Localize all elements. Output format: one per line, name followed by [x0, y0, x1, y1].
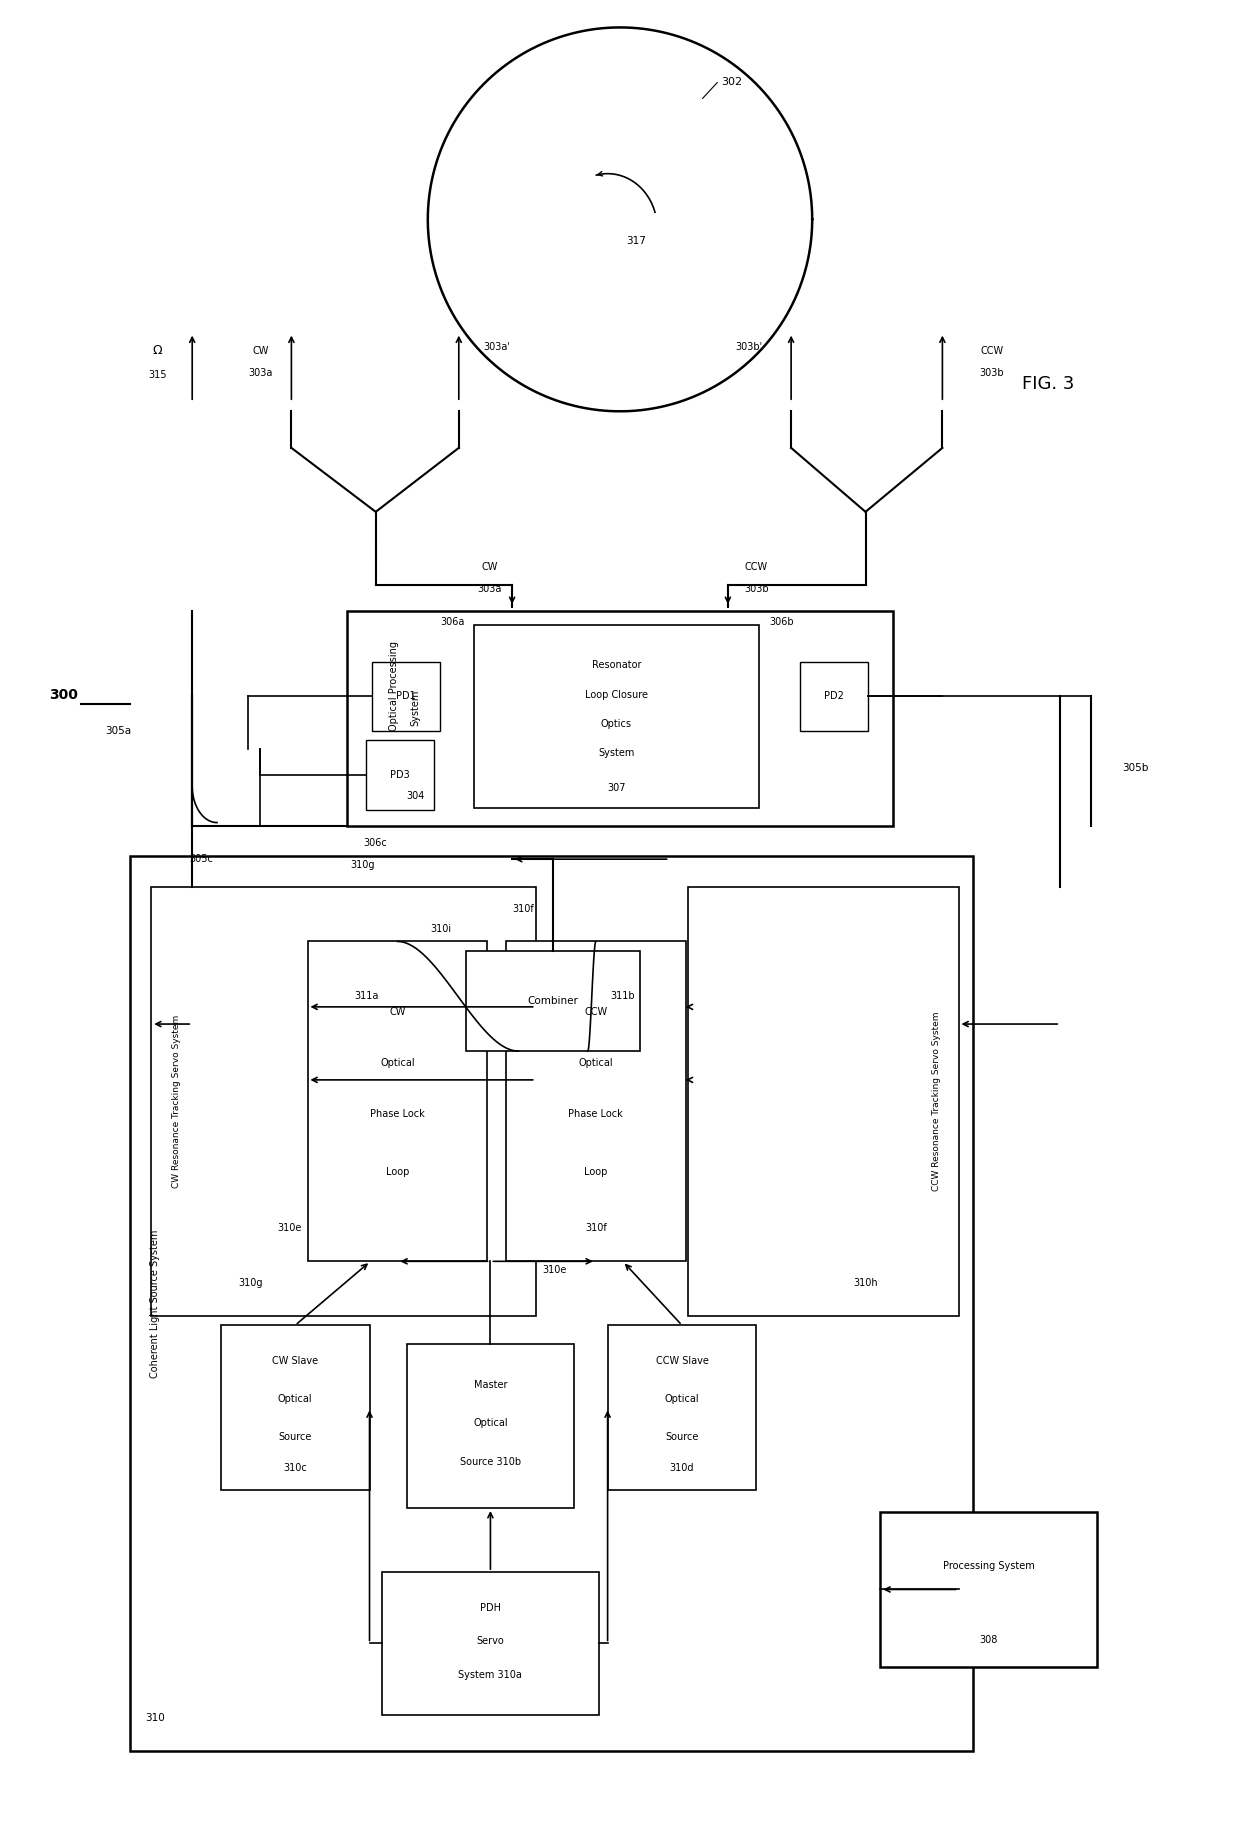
Text: 310: 310	[145, 1713, 165, 1724]
Text: Source: Source	[279, 1431, 311, 1442]
FancyBboxPatch shape	[474, 625, 759, 808]
FancyBboxPatch shape	[308, 941, 487, 1261]
Text: CW: CW	[389, 1007, 405, 1016]
Text: CW: CW	[481, 561, 498, 572]
Text: Optics: Optics	[600, 718, 631, 729]
Text: Optical: Optical	[665, 1395, 699, 1404]
Text: CW: CW	[252, 345, 269, 356]
Text: 306a: 306a	[440, 616, 465, 627]
Text: Master: Master	[474, 1380, 507, 1389]
FancyBboxPatch shape	[382, 1572, 599, 1715]
Text: Optical: Optical	[579, 1058, 613, 1068]
Text: 310f: 310f	[512, 903, 534, 914]
FancyBboxPatch shape	[688, 887, 959, 1316]
Text: CCW: CCW	[584, 1007, 608, 1016]
Text: Optical: Optical	[474, 1417, 507, 1428]
Text: Servo: Servo	[476, 1636, 505, 1645]
Text: 303a: 303a	[248, 367, 273, 378]
FancyBboxPatch shape	[506, 941, 686, 1261]
Text: 315: 315	[149, 369, 166, 380]
Text: CCW Slave: CCW Slave	[656, 1356, 708, 1367]
FancyBboxPatch shape	[130, 856, 973, 1751]
FancyBboxPatch shape	[466, 951, 640, 1051]
Text: 317: 317	[626, 236, 646, 247]
Text: 310i: 310i	[430, 923, 451, 934]
Text: 302: 302	[722, 77, 743, 88]
Text: 310f: 310f	[585, 1223, 606, 1234]
Text: 306b: 306b	[769, 616, 794, 627]
Text: 303a: 303a	[477, 583, 502, 594]
Text: CCW: CCW	[981, 345, 1003, 356]
Text: 304: 304	[407, 792, 424, 801]
FancyBboxPatch shape	[366, 740, 434, 810]
Text: System: System	[410, 689, 420, 726]
Text: 306c: 306c	[363, 837, 387, 848]
Text: PD2: PD2	[823, 691, 844, 702]
Text: 305b: 305b	[1122, 762, 1148, 773]
FancyBboxPatch shape	[221, 1325, 370, 1490]
Text: Coherent Light Source System: Coherent Light Source System	[150, 1228, 160, 1378]
Text: System 310a: System 310a	[459, 1669, 522, 1680]
Text: 303b': 303b'	[735, 342, 763, 353]
Text: CW Resonance Tracking Servo System: CW Resonance Tracking Servo System	[171, 1015, 181, 1188]
Text: 308: 308	[980, 1634, 998, 1645]
Text: PD3: PD3	[391, 770, 409, 781]
Text: 305a: 305a	[104, 726, 131, 737]
Text: 305c: 305c	[188, 854, 213, 865]
Text: Ω: Ω	[153, 344, 162, 358]
Text: 303a': 303a'	[484, 342, 511, 353]
Text: 307: 307	[608, 782, 625, 793]
Text: 311b: 311b	[611, 991, 635, 1002]
Text: CW Slave: CW Slave	[272, 1356, 319, 1367]
Text: Phase Lock: Phase Lock	[370, 1110, 425, 1119]
Text: Combiner: Combiner	[527, 996, 579, 1005]
Text: 310h: 310h	[853, 1278, 878, 1289]
Text: FIG. 3: FIG. 3	[1022, 375, 1074, 393]
Text: CCW Resonance Tracking Servo System: CCW Resonance Tracking Servo System	[931, 1011, 941, 1192]
Text: Source: Source	[666, 1431, 698, 1442]
Text: 303b: 303b	[980, 367, 1004, 378]
FancyBboxPatch shape	[407, 1344, 574, 1508]
Text: 310e: 310e	[542, 1265, 567, 1276]
FancyBboxPatch shape	[151, 887, 536, 1316]
FancyBboxPatch shape	[608, 1325, 756, 1490]
Text: PD1: PD1	[397, 691, 415, 702]
Text: 310e: 310e	[277, 1223, 301, 1234]
Text: System: System	[598, 748, 635, 759]
Text: Resonator: Resonator	[591, 660, 641, 671]
Text: Phase Lock: Phase Lock	[568, 1110, 624, 1119]
FancyBboxPatch shape	[347, 611, 893, 826]
Text: 300: 300	[50, 687, 78, 702]
FancyBboxPatch shape	[880, 1512, 1097, 1667]
Text: 311a: 311a	[355, 991, 379, 1002]
Text: 310g: 310g	[351, 859, 374, 870]
Text: 303b: 303b	[744, 583, 769, 594]
Text: CCW: CCW	[745, 561, 768, 572]
Text: Optical Processing: Optical Processing	[389, 642, 399, 731]
FancyBboxPatch shape	[800, 662, 868, 731]
Text: Loop: Loop	[584, 1166, 608, 1177]
Text: PDH: PDH	[480, 1603, 501, 1612]
Text: 310g: 310g	[238, 1278, 263, 1289]
Text: 310c: 310c	[283, 1462, 308, 1473]
FancyBboxPatch shape	[372, 662, 440, 731]
Text: Processing System: Processing System	[944, 1561, 1034, 1570]
Text: Optical: Optical	[381, 1058, 414, 1068]
Text: Optical: Optical	[278, 1395, 312, 1404]
Text: Source 310b: Source 310b	[460, 1457, 521, 1468]
Text: Loop Closure: Loop Closure	[585, 689, 647, 700]
Text: Loop: Loop	[386, 1166, 409, 1177]
Text: 310d: 310d	[670, 1462, 694, 1473]
